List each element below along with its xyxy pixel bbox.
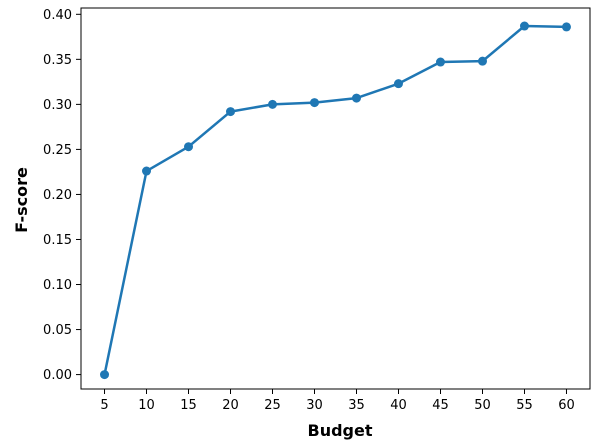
y-axis-title: F-score <box>12 167 31 233</box>
y-tick-label: 0.00 <box>43 368 72 383</box>
data-point <box>184 142 194 152</box>
y-tick-label: 0.40 <box>43 8 72 23</box>
x-tick-label: 25 <box>264 398 281 413</box>
x-tick-label: 40 <box>390 398 407 413</box>
data-point <box>561 22 571 32</box>
x-tick-label: 60 <box>558 398 575 413</box>
data-point <box>519 21 529 31</box>
y-tick-label: 0.20 <box>43 188 72 203</box>
y-tick-label: 0.30 <box>43 98 72 113</box>
x-axis-title: Budget <box>308 421 373 440</box>
series-layer <box>100 21 571 380</box>
plot-frame <box>80 7 591 390</box>
x-tick-label: 35 <box>348 398 365 413</box>
series-line <box>103 24 568 376</box>
y-tick-label: 0.25 <box>43 143 72 158</box>
x-tick-label: 30 <box>306 398 323 413</box>
x-axis-ticks: 5 10 15 20 25 30 35 40 45 50 55 60 <box>100 389 575 413</box>
x-tick-label: 5 <box>100 398 108 413</box>
y-tick-label: 0.05 <box>43 323 72 338</box>
plot-area <box>80 7 591 390</box>
data-point <box>100 370 110 380</box>
data-point <box>142 166 152 176</box>
x-tick-label: 55 <box>516 398 533 413</box>
y-tick-label: 0.10 <box>43 278 72 293</box>
data-point <box>310 98 320 108</box>
x-tick-label: 10 <box>138 398 155 413</box>
y-tick-label: 0.15 <box>43 233 72 248</box>
x-tick-label: 50 <box>474 398 491 413</box>
data-point <box>393 79 403 89</box>
data-point <box>435 57 445 67</box>
y-tick-label: 0.35 <box>43 53 72 68</box>
data-point <box>226 107 236 117</box>
x-tick-label: 20 <box>222 398 239 413</box>
data-point <box>268 99 278 109</box>
x-tick-label: 15 <box>180 398 197 413</box>
x-tick-label: 45 <box>432 398 449 413</box>
data-point <box>477 56 487 66</box>
y-axis-ticks: 0.00 0.05 0.10 0.15 0.20 0.25 0.30 0.35 0.40 <box>43 8 81 383</box>
data-point <box>351 93 361 103</box>
